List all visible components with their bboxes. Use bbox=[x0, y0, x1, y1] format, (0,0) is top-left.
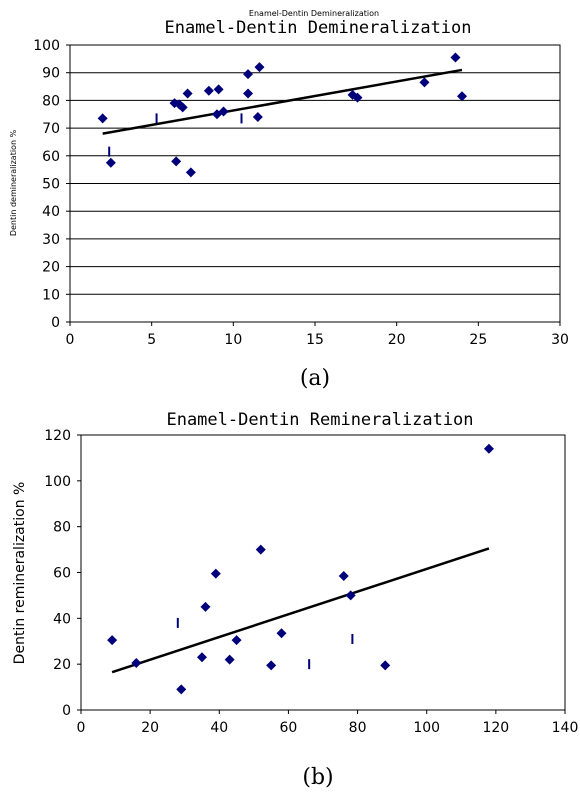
chart-b-y-tick-label: 80 bbox=[53, 520, 71, 536]
chart-b-x-tick-label: 140 bbox=[552, 720, 579, 736]
chart-a-y-tick-label: 30 bbox=[42, 232, 60, 248]
chart-a-data-point bbox=[203, 85, 214, 96]
chart-a-x-tick-label: 15 bbox=[306, 332, 324, 348]
chart-a-caption: (a) bbox=[300, 366, 330, 391]
chart-a-y-tick-label: 20 bbox=[42, 260, 60, 276]
chart-a-data-point bbox=[218, 106, 229, 117]
chart-b-y-tick-label: 20 bbox=[53, 657, 71, 673]
chart-a-x-tick-label: 20 bbox=[388, 332, 406, 348]
chart-a-y-tick-label: 100 bbox=[33, 38, 60, 54]
chart-b-data-point bbox=[210, 568, 221, 579]
chart-b-error-markers bbox=[176, 617, 354, 670]
chart-b-x-tick-label: 60 bbox=[280, 720, 298, 736]
chart-b-data-point bbox=[266, 660, 277, 671]
chart-b-data-point bbox=[483, 443, 494, 454]
chart-a-data-point bbox=[252, 112, 263, 123]
chart-b-caption: (b) bbox=[302, 765, 333, 790]
chart-b-y-axis-label: Dentin remineralization % bbox=[12, 482, 28, 665]
chart-b-data-point bbox=[200, 601, 211, 612]
chart-b-y-tick-label: 0 bbox=[62, 703, 71, 719]
chart-b-y-tick-label: 120 bbox=[44, 428, 71, 444]
chart-a-y-tick-label: 90 bbox=[42, 66, 60, 82]
chart-a-data-point bbox=[254, 62, 265, 73]
chart-a-x-tick-label: 25 bbox=[469, 332, 487, 348]
chart-a-data-point bbox=[352, 92, 363, 103]
chart-a-data-point bbox=[243, 88, 254, 99]
chart-a-trendline bbox=[102, 68, 463, 135]
chart-a: Enamel-Dentin Demineralization Enamel-De… bbox=[9, 9, 569, 391]
chart-a-data-point bbox=[419, 77, 430, 88]
chart-b-x-tick-label: 80 bbox=[349, 720, 367, 736]
chart-a-y-tick-label: 0 bbox=[51, 315, 60, 331]
chart-b-y-tick-label: 40 bbox=[53, 611, 71, 627]
chart-b-data-point bbox=[276, 628, 287, 639]
chart-a-data-point bbox=[105, 157, 116, 168]
chart-a-y-tick-label: 50 bbox=[42, 177, 60, 193]
chart-a-x-ticks: 0 5 10 15 20 25 30 bbox=[66, 322, 569, 348]
chart-a-gridlines bbox=[70, 72, 560, 295]
chart-a-data-point bbox=[177, 102, 188, 113]
chart-a-data-point bbox=[243, 69, 254, 80]
chart-b-title: Enamel-Dentin Remineralization bbox=[166, 410, 473, 430]
chart-a-data-point bbox=[185, 167, 196, 178]
chart-a-y-ticks: 0 10 20 30 40 50 60 70 80 90 100 bbox=[33, 38, 70, 331]
chart-b-y-ticks: 0 20 40 60 80 100 120 bbox=[44, 428, 81, 719]
chart-b-data-point bbox=[224, 654, 235, 665]
chart-b-data-point bbox=[231, 635, 242, 646]
chart-b-x-tick-label: 0 bbox=[77, 720, 86, 736]
chart-b-data-point bbox=[107, 635, 118, 646]
chart-a-x-tick-label: 5 bbox=[147, 332, 156, 348]
chart-a-data-point bbox=[97, 113, 108, 124]
chart-b-data-points bbox=[107, 443, 494, 695]
chart-a-title: Enamel-Dentin Demineralization bbox=[164, 18, 471, 38]
chart-b: Enamel-Dentin Remineralization Dentin re… bbox=[12, 410, 578, 790]
chart-b-plot-area bbox=[80, 434, 566, 711]
chart-b-data-point bbox=[380, 660, 391, 671]
chart-b-x-tick-label: 120 bbox=[482, 720, 509, 736]
chart-b-data-point bbox=[255, 544, 266, 555]
chart-b-data-point bbox=[338, 570, 349, 581]
chart-b-x-tick-label: 20 bbox=[141, 720, 159, 736]
chart-b-x-tick-label: 100 bbox=[413, 720, 440, 736]
chart-b-y-tick-label: 60 bbox=[53, 566, 71, 582]
chart-b-data-point bbox=[176, 684, 187, 695]
chart-b-data-point bbox=[131, 658, 142, 669]
chart-a-data-point bbox=[450, 52, 461, 63]
chart-a-x-tick-label: 10 bbox=[224, 332, 242, 348]
chart-a-y-tick-label: 40 bbox=[42, 204, 60, 220]
chart-a-x-tick-label: 0 bbox=[66, 332, 75, 348]
chart-b-data-point bbox=[345, 590, 356, 601]
chart-a-y-tick-label: 10 bbox=[42, 287, 60, 303]
chart-b-x-tick-label: 40 bbox=[210, 720, 228, 736]
chart-b-data-point bbox=[197, 652, 207, 663]
chart-a-y-tick-label: 80 bbox=[42, 93, 60, 109]
chart-a-overlay-title: Enamel-Dentin Demineralization bbox=[249, 9, 379, 18]
chart-a-data-point bbox=[182, 88, 193, 99]
chart-a-x-tick-label: 30 bbox=[551, 332, 569, 348]
chart-b-x-ticks: 0 20 40 60 80 100 120 140 bbox=[77, 710, 579, 736]
chart-b-trendline bbox=[111, 547, 490, 674]
chart-a-data-point bbox=[171, 156, 182, 167]
chart-a-data-points bbox=[97, 52, 467, 178]
chart-b-y-tick-label: 100 bbox=[44, 474, 71, 490]
chart-a-data-point bbox=[213, 84, 224, 95]
chart-a-data-point bbox=[457, 91, 467, 102]
chart-a-y-tick-label: 60 bbox=[42, 149, 60, 165]
chart-a-error-markers bbox=[108, 113, 243, 157]
chart-a-y-tick-label: 70 bbox=[42, 121, 60, 137]
chart-a-y-axis-label: Dentin demineralization % bbox=[9, 129, 18, 236]
